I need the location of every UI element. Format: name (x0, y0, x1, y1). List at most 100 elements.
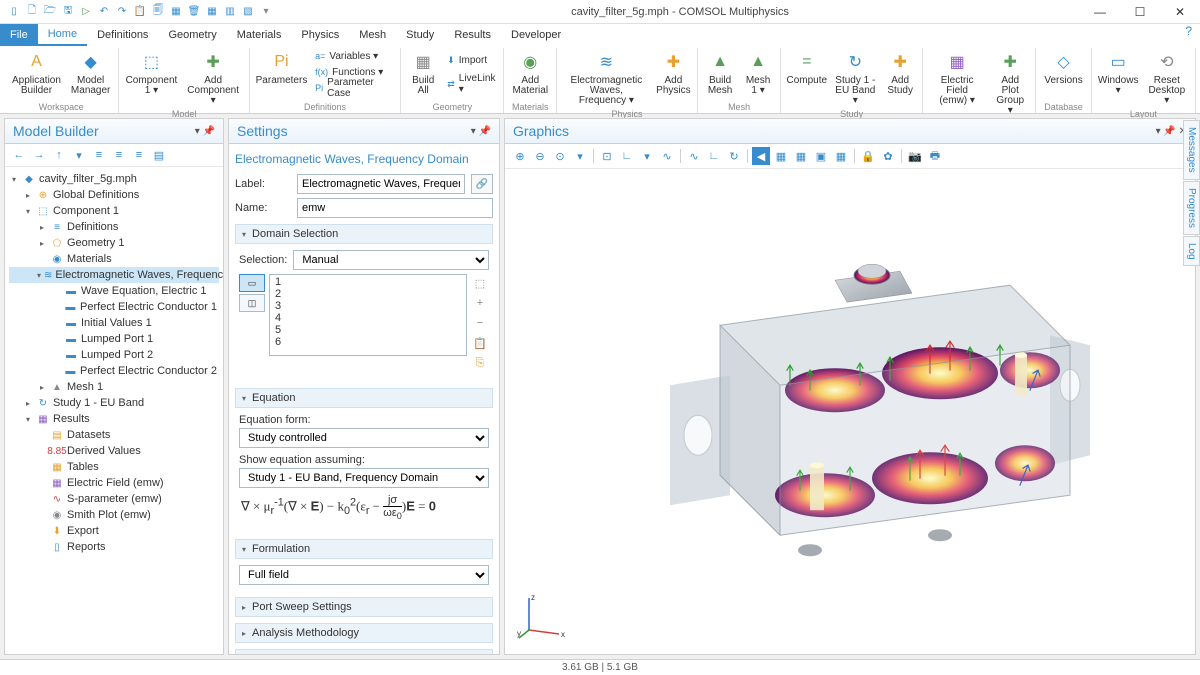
qat-delete-icon[interactable]: 🗑 (186, 4, 202, 20)
panel-pin-icon[interactable]: ▾ 📌 (471, 126, 491, 137)
copy-domain-button[interactable]: 📋 (471, 334, 489, 352)
mb-toolbar-btn[interactable]: ≡ (131, 147, 147, 163)
ribbon-versions[interactable]: ◇Versions (1040, 48, 1086, 101)
label-input[interactable] (297, 174, 465, 194)
tab-results[interactable]: Results (444, 24, 501, 46)
formulation-dropdown[interactable]: Full field (239, 565, 489, 585)
qat-btn[interactable]: ▦ (204, 4, 220, 20)
mb-toolbar-btn[interactable]: ≡ (111, 147, 127, 163)
tab-materials[interactable]: Materials (227, 24, 292, 46)
graphics-toolbar-btn[interactable]: ⊕ (511, 147, 529, 165)
domain-item[interactable]: 3 (271, 300, 465, 312)
tree-node[interactable]: ◉Materials (9, 251, 219, 267)
graphics-toolbar-btn[interactable]: ⊙ (551, 147, 569, 165)
graphics-toolbar-btn[interactable]: 🔒 (859, 147, 877, 165)
ribbon-small-parameter-case[interactable]: Pi Parameter Case (311, 80, 396, 96)
tree-toggle-icon[interactable]: ▸ (23, 399, 33, 408)
tree-node[interactable]: 8.85Derived Values (9, 443, 219, 459)
mb-toolbar-btn[interactable]: ≡ (91, 147, 107, 163)
graphics-viewport[interactable]: x y z (505, 169, 1195, 654)
tree-toggle-icon[interactable]: ▾ (9, 175, 19, 184)
graphics-toolbar-btn[interactable]: 🖶 (926, 147, 944, 165)
tree-node[interactable]: ▬Lumped Port 1 (9, 331, 219, 347)
qat-dup-icon[interactable]: ▦ (168, 4, 184, 20)
qat-dropdown-icon[interactable]: ▾ (258, 4, 274, 20)
mb-toolbar-btn[interactable]: ← (11, 147, 27, 163)
graphics-toolbar-btn[interactable]: ▦ (792, 147, 810, 165)
ribbon-compute[interactable]: =Compute (785, 48, 828, 108)
ribbon-mesh[interactable]: ▲Mesh1 ▾ (740, 48, 776, 101)
ribbon-add[interactable]: ✚AddComponent ▾ (181, 48, 244, 108)
tree-node[interactable]: ▾▦Results (9, 411, 219, 427)
tree-node[interactable]: ▬Perfect Electric Conductor 2 (9, 363, 219, 379)
assuming-dropdown[interactable]: Study 1 - EU Band, Frequency Domain (239, 468, 489, 488)
tab-developer[interactable]: Developer (501, 24, 571, 46)
equation-form-dropdown[interactable]: Study controlled (239, 428, 489, 448)
qat-run-icon[interactable]: ▷ (78, 4, 94, 20)
ribbon-small-livelink-[interactable]: ⇄ LiveLink ▾ (443, 76, 499, 92)
graphics-toolbar-btn[interactable]: ⊖ (531, 147, 549, 165)
graphics-toolbar-btn[interactable]: ◀ (752, 147, 770, 165)
tree-toggle-icon[interactable]: ▾ (37, 271, 41, 280)
tree-node[interactable]: ⬇Export (9, 523, 219, 539)
graphics-toolbar-btn[interactable]: ⊡ (598, 147, 616, 165)
graphics-toolbar-btn[interactable]: ∟ (618, 147, 636, 165)
tree-node[interactable]: ▦Electric Field (emw) (9, 475, 219, 491)
view-mode-button[interactable]: ▭ (239, 274, 265, 292)
graphics-toolbar-btn[interactable]: ∟ (705, 147, 723, 165)
graphics-toolbar-btn[interactable]: ↻ (725, 147, 743, 165)
tree-node[interactable]: ▯Reports (9, 539, 219, 555)
ribbon-add[interactable]: ◉AddMaterial (508, 48, 552, 101)
section-analysis-methodology[interactable]: Analysis Methodology (235, 623, 493, 643)
ribbon-add-plot[interactable]: ✚Add PlotGroup ▾ (989, 48, 1031, 118)
qat-open-icon[interactable]: 🗁 (42, 4, 58, 20)
graphics-toolbar-btn[interactable]: ∿ (658, 147, 676, 165)
tree-node[interactable]: ▬Initial Values 1 (9, 315, 219, 331)
tab-geometry[interactable]: Geometry (158, 24, 226, 46)
minimize-button[interactable]: — (1080, 0, 1120, 24)
tree-toggle-icon[interactable]: ▸ (37, 383, 47, 392)
vtab-progress[interactable]: Progress (1183, 181, 1200, 235)
section-port-sweep-settings[interactable]: Port Sweep Settings (235, 597, 493, 617)
remove-domain-button[interactable]: − (471, 314, 489, 332)
qat-undo-icon[interactable]: ↶ (96, 4, 112, 20)
help-icon[interactable]: ? (1177, 24, 1200, 46)
tab-study[interactable]: Study (396, 24, 444, 46)
vtab-log[interactable]: Log (1183, 236, 1200, 267)
mb-toolbar-btn[interactable]: ▤ (151, 147, 167, 163)
close-button[interactable]: ✕ (1160, 0, 1200, 24)
label-link-button[interactable]: 🔗 (471, 174, 493, 194)
tree-node[interactable]: ▸≡Definitions (9, 219, 219, 235)
domain-item[interactable]: 5 (271, 324, 465, 336)
ribbon-small-variables-[interactable]: a= Variables ▾ (311, 48, 396, 64)
tree-node[interactable]: ▾◆cavity_filter_5g.mph (9, 171, 219, 187)
tree-toggle-icon[interactable]: ▸ (23, 191, 33, 200)
tree-node[interactable]: ▤Datasets (9, 427, 219, 443)
ribbon-electric-field[interactable]: ▦Electric Field(emw) ▾ (927, 48, 987, 118)
tree-node[interactable]: ▾⬚Component 1 (9, 203, 219, 219)
tree-toggle-icon[interactable]: ▾ (23, 207, 33, 216)
tree-toggle-icon[interactable]: ▸ (37, 239, 47, 248)
ribbon-build[interactable]: ▦BuildAll (405, 48, 441, 101)
qat-save-icon[interactable]: 🖫 (60, 4, 76, 20)
qat-paste-icon[interactable]: 🗐 (150, 4, 166, 20)
tree-node[interactable]: ▦Tables (9, 459, 219, 475)
qat-btn[interactable]: ▯ (6, 4, 22, 20)
tree-node[interactable]: ▸▲Mesh 1 (9, 379, 219, 395)
tree-node[interactable]: ▬Perfect Electric Conductor 1 (9, 299, 219, 315)
ribbon-add[interactable]: ✚AddStudy (882, 48, 918, 108)
ribbon-model[interactable]: ◆ModelManager (67, 48, 114, 101)
tree-node[interactable]: ▬Lumped Port 2 (9, 347, 219, 363)
ribbon-component[interactable]: ⬚Component1 ▾ (123, 48, 179, 108)
name-input[interactable] (297, 198, 493, 218)
ribbon-small-import[interactable]: ⬇ Import (443, 52, 499, 68)
selection-dropdown[interactable]: Manual (293, 250, 489, 270)
tab-home[interactable]: Home (38, 24, 87, 46)
maximize-button[interactable]: ☐ (1120, 0, 1160, 24)
tree-node[interactable]: ▸⬠Geometry 1 (9, 235, 219, 251)
ribbon-build[interactable]: ▲BuildMesh (702, 48, 738, 101)
qat-redo-icon[interactable]: ↷ (114, 4, 130, 20)
domain-selection-header[interactable]: Domain Selection (235, 224, 493, 244)
vtab-messages[interactable]: Messages (1183, 120, 1200, 180)
tab-mesh[interactable]: Mesh (349, 24, 396, 46)
